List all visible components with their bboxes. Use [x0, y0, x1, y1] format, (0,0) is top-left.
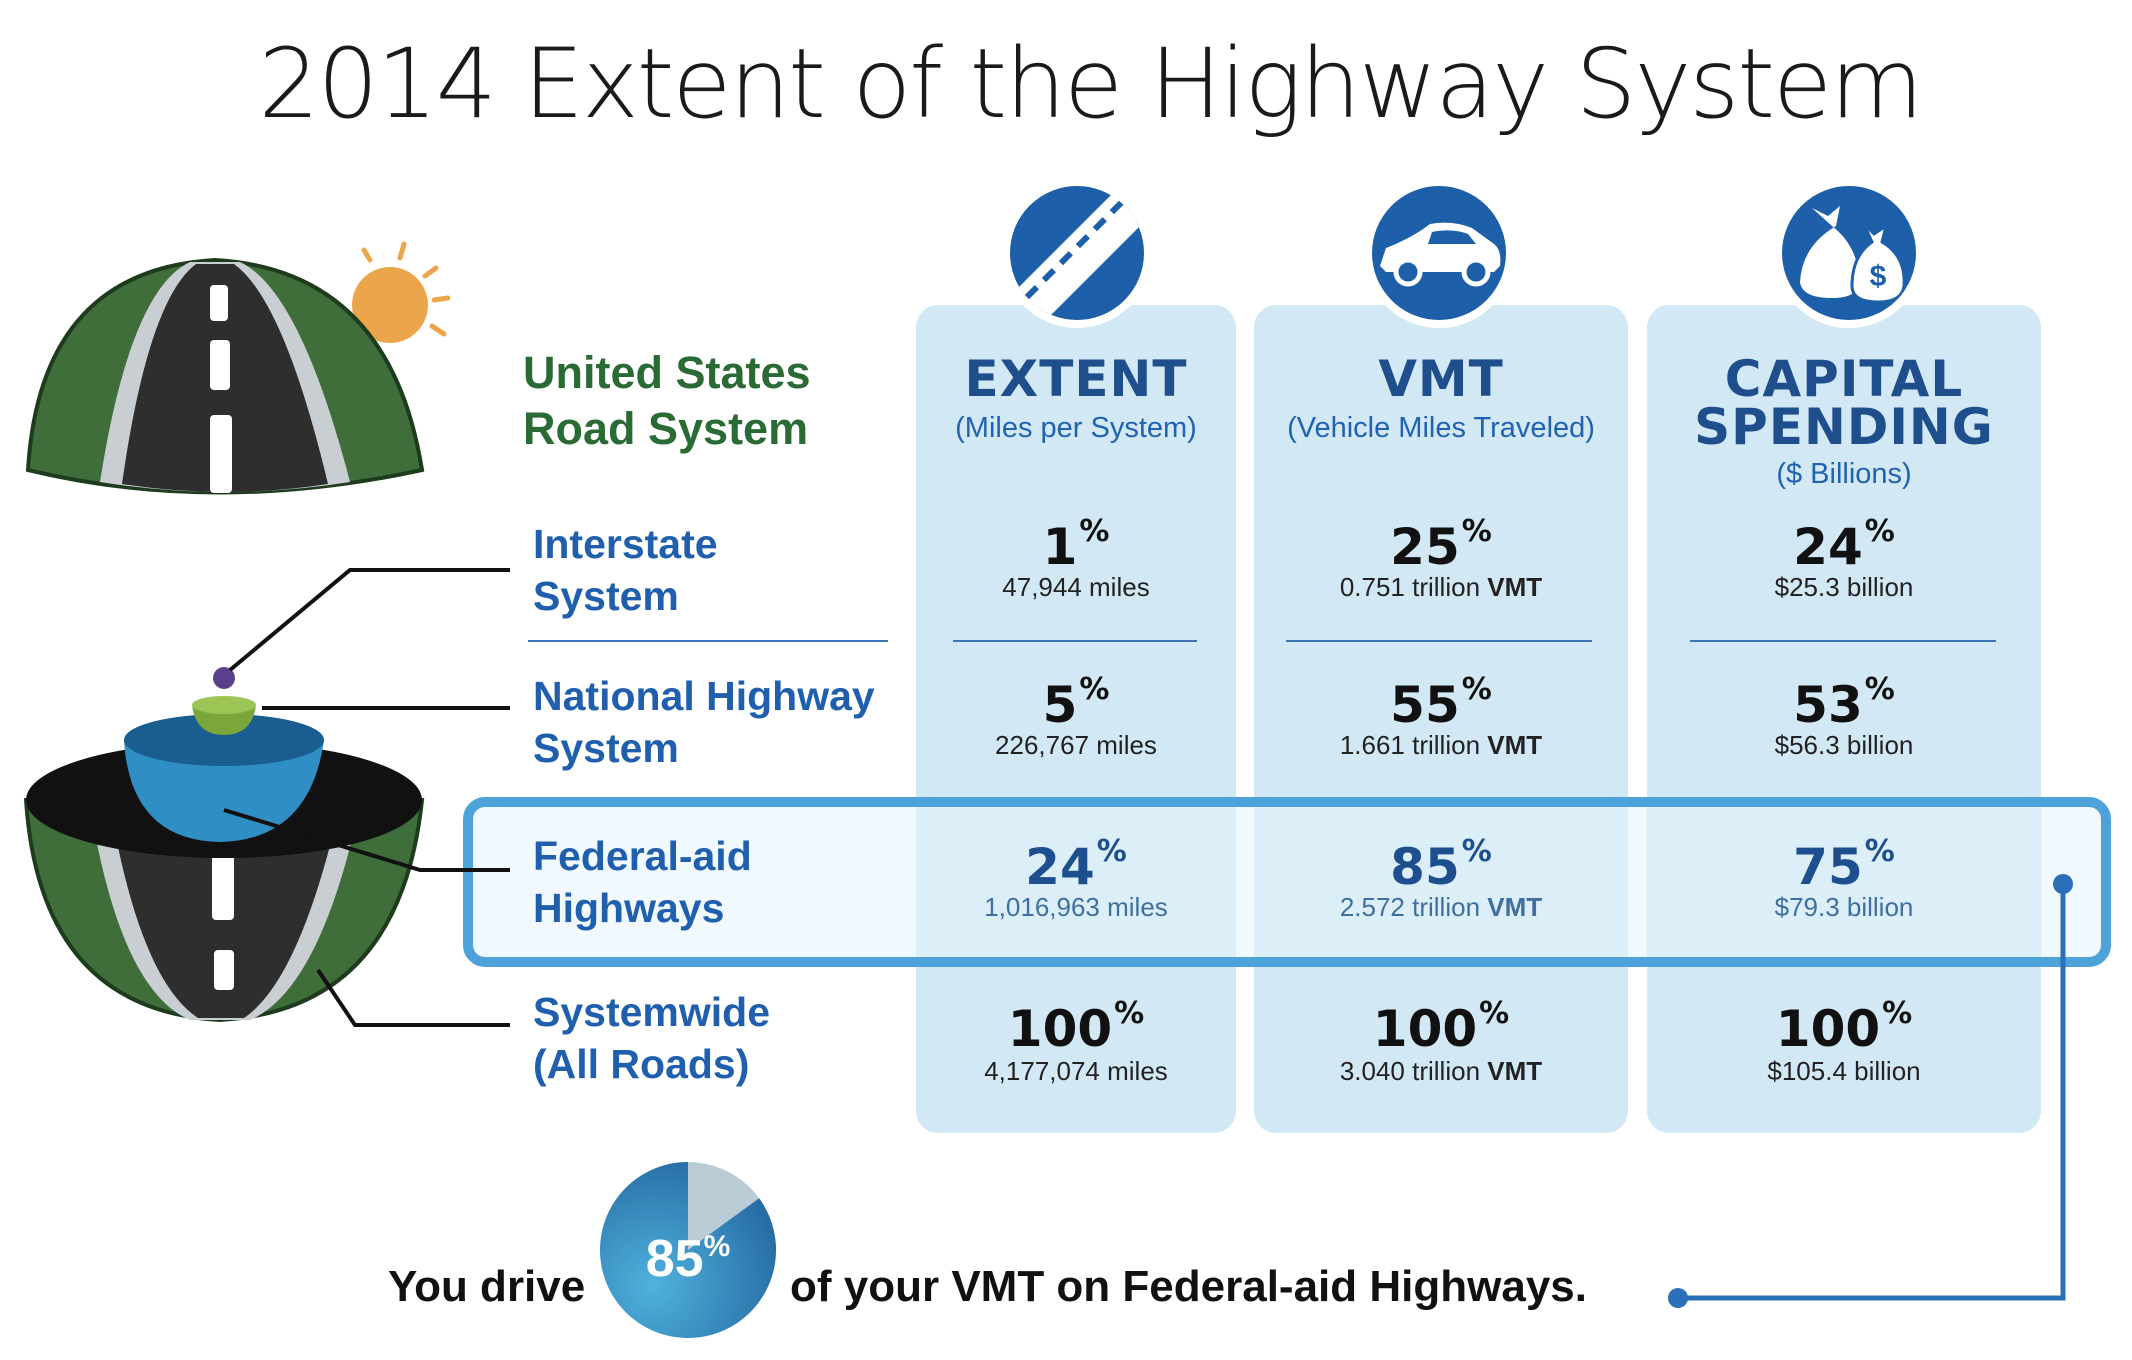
- federal-aid-extent-value: 1,016,963 miles: [984, 892, 1168, 922]
- road-system-label-line2: Road System: [523, 403, 809, 454]
- row-label-line: Highways: [533, 885, 725, 931]
- money-bags-icon: $: [1774, 178, 1924, 328]
- capital-heading-line2: SPENDING: [1694, 398, 1994, 456]
- vmt-subheading: (Vehicle Miles Traveled): [1287, 412, 1595, 444]
- row-label-line: Federal-aid: [533, 833, 752, 879]
- row-label-systemwide: Systemwide (All Roads): [533, 986, 770, 1090]
- federal-aid-spending-percent: 75%: [1793, 834, 1895, 896]
- extent-heading: EXTENT: [964, 350, 1188, 408]
- bottom-prefix-text: You drive: [388, 1262, 586, 1311]
- vmt-pie-chart: 85%: [600, 1162, 776, 1338]
- interstate-extent-percent: 1%: [1042, 514, 1110, 576]
- row-divider: [1690, 640, 1996, 642]
- federal-aid-extent-percent: 24%: [1025, 834, 1127, 896]
- interstate-vmt-value: 0.751 trillion VMT: [1339, 572, 1543, 602]
- row-label-national-highway: National Highway System: [533, 670, 875, 774]
- federal-aid-spending-value: $79.3 billion: [1774, 892, 1914, 922]
- connector-lines: [223, 568, 510, 1027]
- bottom-suffix-text: of your VMT on Federal-aid Highways.: [790, 1262, 1587, 1311]
- row-label-interstate: Interstate System: [533, 518, 718, 622]
- extent-subheading: (Miles per System): [955, 412, 1197, 444]
- nhs-spending-percent: 53%: [1793, 672, 1895, 734]
- systemwide-vmt-percent: 100%: [1372, 996, 1510, 1058]
- road-dome-icon: [25, 257, 425, 495]
- road-globe-illustration: [23, 241, 510, 1027]
- capital-spending-column: [1647, 305, 2041, 1133]
- pie-value-label: 85: [646, 1230, 704, 1288]
- row-label-line: Systemwide: [533, 989, 770, 1035]
- systemwide-spending-percent: 100%: [1775, 996, 1913, 1058]
- row-label-federal-aid: Federal-aid Highways: [533, 830, 752, 934]
- road-system-label: United States Road System: [523, 345, 811, 457]
- highlight-connector-line: [1668, 874, 2073, 1308]
- nhs-extent-value: 226,767 miles: [995, 730, 1157, 760]
- row-label-line: Interstate: [533, 521, 718, 567]
- systemwide-spending-value: $105.4 billion: [1767, 1056, 1921, 1086]
- federal-aid-vmt-percent: 85%: [1390, 834, 1492, 896]
- interstate-spending-value: $25.3 billion: [1774, 572, 1914, 602]
- cutaway-globe-icon: [23, 667, 425, 1023]
- capital-spending-heading: CAPITAL SPENDING: [1647, 350, 2041, 456]
- vmt-heading: VMT: [1378, 350, 1504, 408]
- road-icon: [1002, 178, 1152, 328]
- sun-icon: [352, 241, 451, 343]
- road-system-label-line1: United States: [523, 347, 811, 398]
- nhs-extent-percent: 5%: [1042, 672, 1110, 734]
- capital-heading-line1: CAPITAL: [1724, 350, 1964, 408]
- nhs-vmt-value: 1.661 trillion VMT: [1339, 730, 1543, 760]
- vmt-column: [1254, 305, 1628, 1133]
- pie-slice-85: [600, 1162, 776, 1338]
- capital-spending-subheading: ($ Billions): [1776, 458, 1912, 490]
- federal-aid-highlight-box: [463, 797, 2111, 967]
- row-divider: [1286, 640, 1592, 642]
- svg-text:85%: 85%: [646, 1230, 731, 1288]
- systemwide-extent-value: 4,177,074 miles: [984, 1056, 1168, 1086]
- page-title: 2014 Extent of the Highway System: [258, 28, 1923, 140]
- row-label-line: System: [533, 725, 679, 771]
- pie-percent-sign: %: [704, 1230, 731, 1263]
- svg-text:$: $: [1870, 260, 1887, 293]
- row-label-line: (All Roads): [533, 1041, 750, 1087]
- nhs-spending-value: $56.3 billion: [1774, 730, 1914, 760]
- interstate-extent-value: 47,944 miles: [1002, 572, 1150, 602]
- row-label-line: System: [533, 573, 679, 619]
- extent-column: [916, 305, 1236, 1133]
- car-icon: [1364, 178, 1514, 328]
- systemwide-extent-percent: 100%: [1007, 996, 1145, 1058]
- row-divider: [528, 640, 888, 642]
- interstate-vmt-percent: 25%: [1390, 514, 1492, 576]
- nhs-vmt-percent: 55%: [1390, 672, 1492, 734]
- interstate-spending-percent: 24%: [1793, 514, 1895, 576]
- federal-aid-vmt-value: 2.572 trillion VMT: [1339, 892, 1543, 922]
- row-divider: [953, 640, 1197, 642]
- row-label-line: National Highway: [533, 673, 875, 719]
- systemwide-vmt-value: 3.040 trillion VMT: [1339, 1056, 1543, 1086]
